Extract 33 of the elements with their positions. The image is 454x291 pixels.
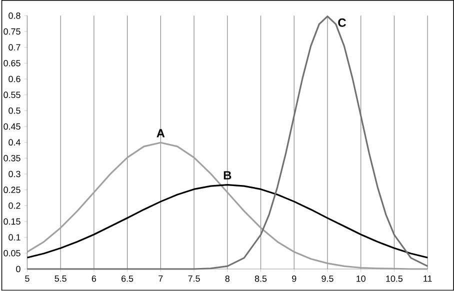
y-tick-label: 0.8: [8, 12, 20, 20]
x-tick-label: 9.5: [322, 276, 334, 282]
y-tick-label: 0.25: [4, 186, 20, 194]
y-tick-label: 0.2: [8, 202, 20, 210]
y-tick-label: 0.4: [8, 139, 20, 146]
y-tick-label: 0.55: [4, 92, 20, 98]
y-tick-label: 0.3: [8, 171, 20, 178]
y-tick-label: 0: [16, 266, 20, 272]
x-tick-label: 7: [158, 276, 163, 282]
y-tick-label: 0.05: [4, 250, 20, 257]
x-tick-label: 6.5: [122, 276, 134, 282]
x-tick-label: 7.5: [188, 276, 200, 282]
x-tick-label: 11: [424, 276, 432, 282]
x-tick-label: 10: [356, 276, 366, 282]
y-tick-label: 0.15: [4, 218, 20, 225]
y-tick-label: 0.1: [8, 234, 20, 241]
series-label: C: [338, 18, 346, 28]
x-tick-label: 6: [92, 276, 96, 282]
y-tick-label: 0.65: [4, 60, 20, 67]
x-tick-label: 9: [292, 276, 296, 282]
y-tick-label: 0.35: [4, 155, 20, 162]
y-tick-label: 0.7: [8, 44, 20, 51]
y-tick-label: 0.45: [4, 124, 20, 130]
x-tick-label: 8.5: [254, 276, 267, 282]
x-tick-label: 8: [225, 276, 230, 282]
y-tick-label: 0.6: [8, 76, 20, 82]
x-tick-label: 10.5: [386, 276, 403, 282]
series-label: A: [156, 129, 165, 138]
x-tick-label: 5: [25, 276, 30, 282]
y-tick-label: 0.75: [4, 28, 20, 35]
y-tick-label: 0.5: [8, 108, 20, 114]
series-label: B: [224, 171, 232, 180]
x-tick-label: 5.5: [54, 276, 66, 282]
